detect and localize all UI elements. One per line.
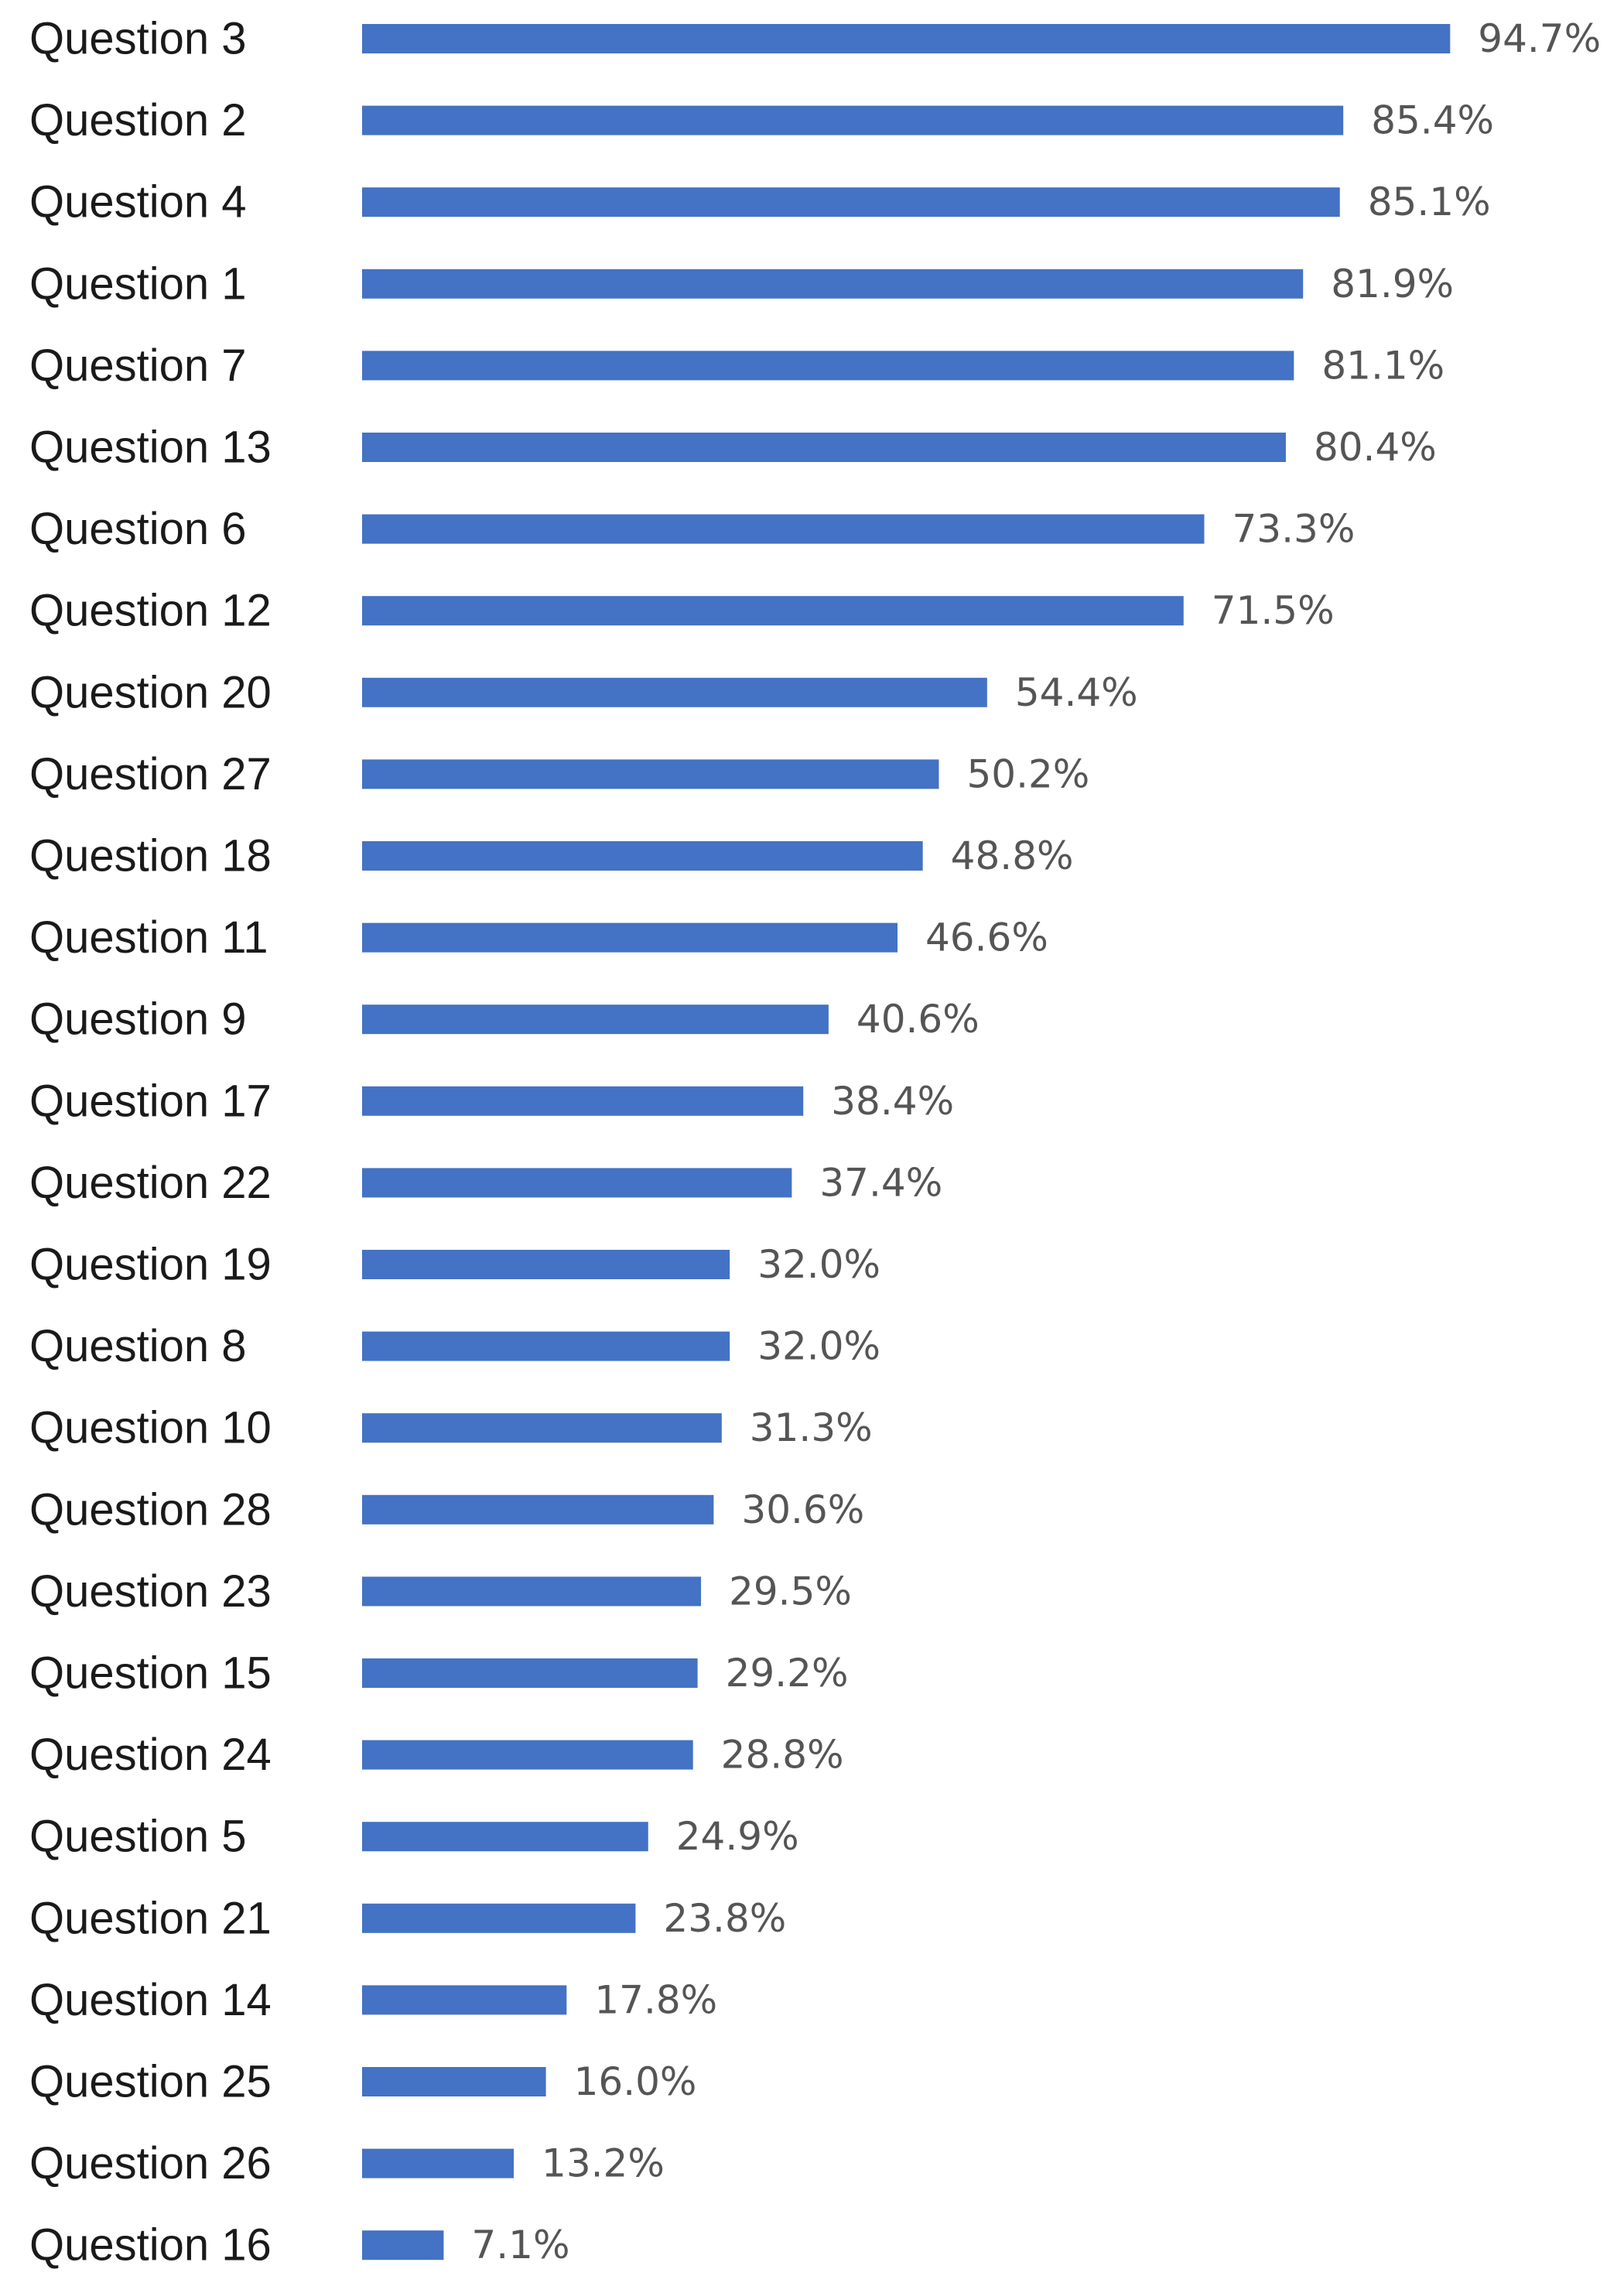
value-label: 37.4%: [819, 1160, 942, 1205]
value-label: 48.8%: [951, 833, 1074, 878]
bar-question-2: [362, 105, 1344, 135]
bar-question-6: [362, 514, 1205, 544]
category-label: Question 3: [29, 14, 247, 64]
value-label: 32.0%: [757, 1242, 880, 1287]
bar-question-17: [362, 1086, 804, 1116]
bar-question-8: [362, 1331, 730, 1361]
value-label: 40.6%: [856, 997, 980, 1042]
value-label: 50.2%: [966, 751, 1089, 796]
bar-question-27: [362, 759, 939, 789]
value-labels: 94.7% 85.4% 85.1% 81.9% 81.1% 80.4% 73.3% 71.5%…: [471, 16, 1601, 2267]
category-label: Question 17: [29, 1076, 272, 1126]
value-label: 30.6%: [741, 1487, 864, 1532]
category-label: Question 11: [29, 912, 268, 963]
category-label: Question 19: [29, 1240, 272, 1290]
bar-question-24: [362, 1740, 693, 1770]
category-label: Question 10: [29, 1403, 272, 1453]
bars-group: [362, 24, 1451, 2260]
bar-question-22: [362, 1168, 792, 1198]
category-label: Question 22: [29, 1158, 272, 1208]
value-label: 94.7%: [1478, 16, 1601, 61]
value-label: 29.2%: [726, 1651, 849, 1696]
value-label: 29.5%: [729, 1569, 852, 1614]
bar-question-15: [362, 1658, 698, 1688]
category-label: Question 15: [29, 1648, 272, 1699]
bar-question-26: [362, 2148, 515, 2178]
value-label: 81.9%: [1331, 262, 1454, 306]
category-label: Question 16: [29, 2220, 272, 2271]
value-label: 73.3%: [1233, 507, 1356, 552]
value-label: 54.4%: [1015, 670, 1138, 715]
bar-question-19: [362, 1250, 730, 1279]
value-label: 80.4%: [1314, 425, 1437, 470]
value-label: 7.1%: [471, 2223, 569, 2267]
bar-question-12: [362, 596, 1184, 626]
bar-question-9: [362, 1004, 829, 1035]
category-label: Question 7: [29, 341, 247, 391]
value-label: 46.6%: [925, 915, 1048, 960]
category-label: Question 13: [29, 423, 272, 473]
category-label: Question 20: [29, 667, 272, 717]
value-label: 81.1%: [1321, 343, 1445, 388]
category-label: Question 25: [29, 2057, 272, 2107]
category-label: Question 2: [29, 95, 247, 145]
value-label: 32.0%: [757, 1324, 880, 1369]
bar-question-21: [362, 1903, 636, 1933]
category-label: Question 8: [29, 1321, 247, 1371]
category-label: Question 26: [29, 2138, 272, 2189]
value-label: 23.8%: [663, 1896, 786, 1941]
value-label: 31.3%: [750, 1405, 873, 1450]
category-label: Question 1: [29, 258, 247, 309]
value-label: 85.4%: [1371, 98, 1494, 143]
category-label: Question 14: [29, 1975, 272, 2025]
category-label: Question 23: [29, 1566, 272, 1617]
category-label: Question 5: [29, 1812, 247, 1862]
bar-question-18: [362, 841, 923, 871]
bar-question-16: [362, 2230, 444, 2260]
bar-question-4: [362, 187, 1340, 217]
bar-question-11: [362, 922, 898, 953]
bar-question-25: [362, 2067, 546, 2096]
bar-question-14: [362, 1985, 567, 2015]
bar-question-13: [362, 433, 1286, 462]
category-label: Question 6: [29, 504, 247, 554]
bar-question-20: [362, 677, 987, 707]
category-label: Question 18: [29, 831, 272, 881]
value-label: 38.4%: [831, 1079, 954, 1124]
value-label: 71.5%: [1212, 588, 1335, 633]
bar-question-7: [362, 351, 1294, 381]
value-label: 28.8%: [721, 1733, 844, 1778]
category-label: Question 24: [29, 1730, 272, 1780]
category-label: Question 9: [29, 994, 247, 1045]
bar-question-3: [362, 24, 1451, 53]
category-label: Question 27: [29, 749, 272, 799]
category-label: Question 4: [29, 177, 247, 228]
value-label: 16.0%: [574, 2059, 697, 2104]
value-label: 17.8%: [594, 1977, 717, 2022]
category-label: Question 21: [29, 1893, 272, 1943]
bar-question-10: [362, 1413, 722, 1443]
category-labels: Question 3 Question 2 Question 4 Question 1…: [29, 14, 272, 2271]
bar-question-5: [362, 1822, 648, 1852]
value-label: 24.9%: [676, 1814, 799, 1859]
bar-question-28: [362, 1494, 714, 1525]
category-label: Question 12: [29, 586, 272, 636]
value-label: 13.2%: [542, 2141, 665, 2186]
bar-question-1: [362, 269, 1304, 299]
bar-question-23: [362, 1576, 702, 1607]
value-label: 85.1%: [1368, 180, 1491, 224]
category-label: Question 28: [29, 1484, 272, 1535]
